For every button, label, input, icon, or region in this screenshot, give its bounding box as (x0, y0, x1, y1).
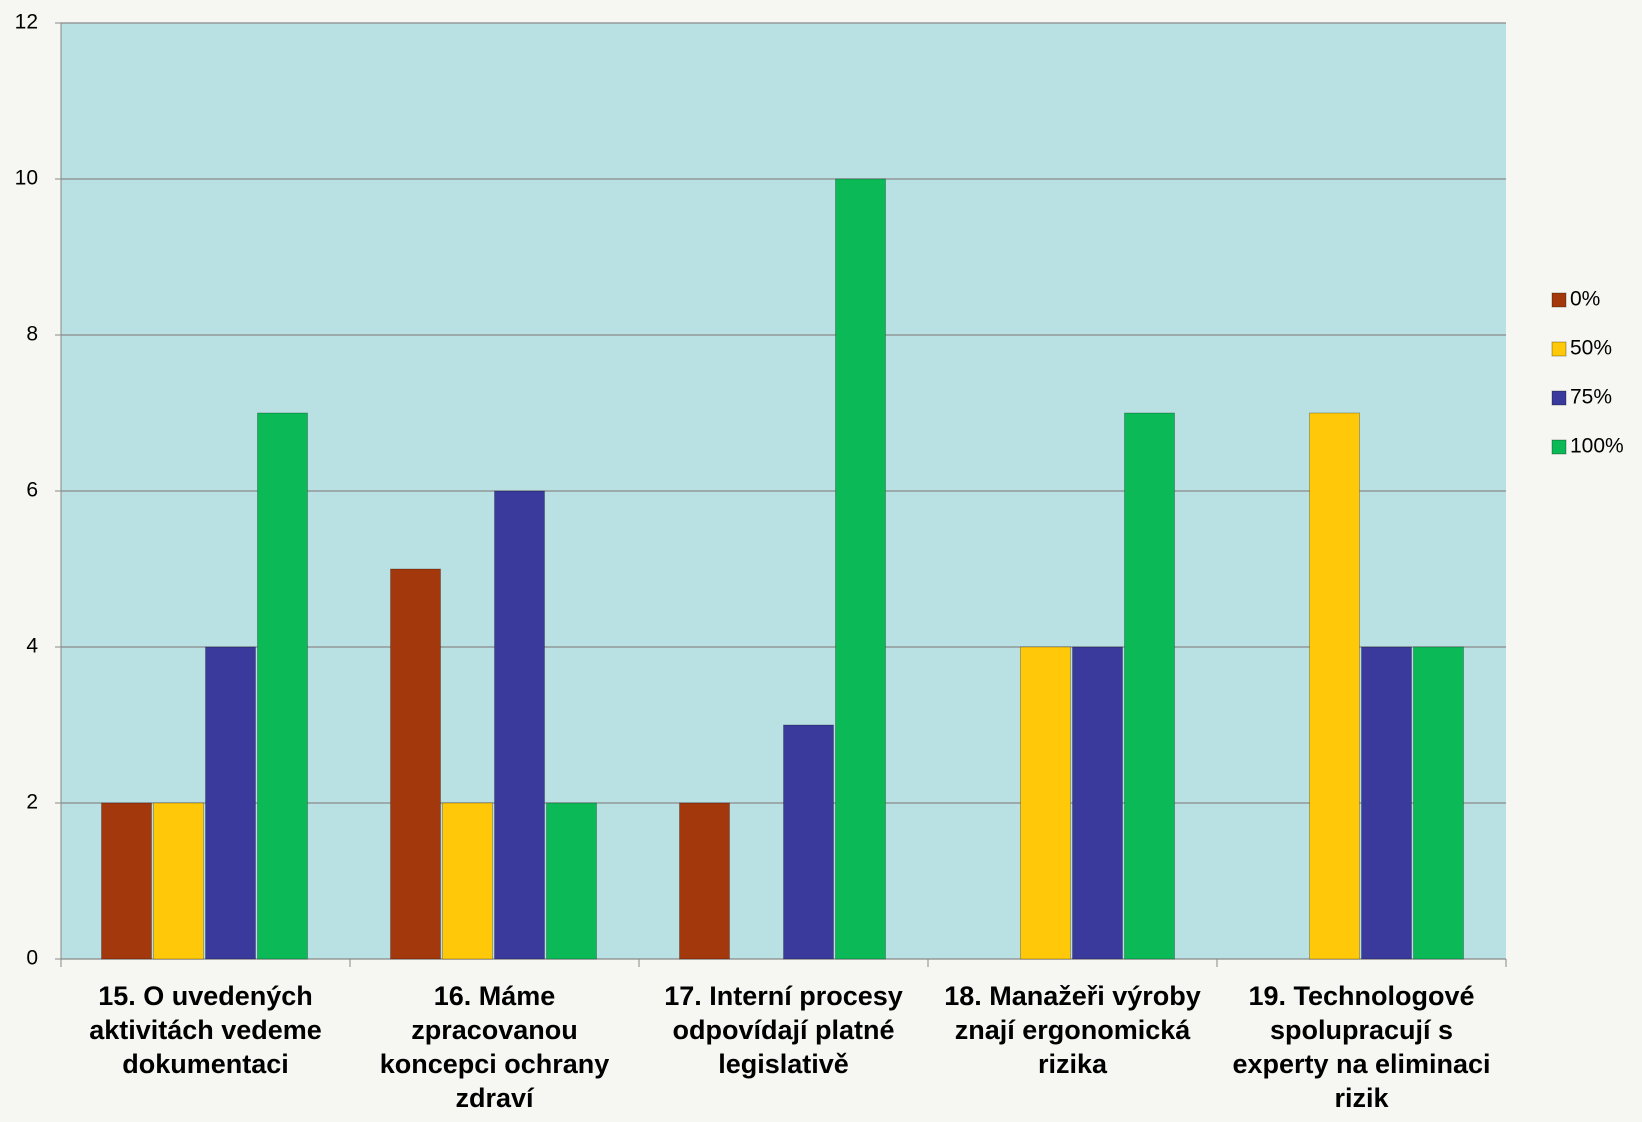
bar (205, 646, 256, 960)
bar (257, 412, 308, 960)
legend-swatch (1551, 439, 1567, 455)
y-tick-label: 12 (15, 11, 38, 34)
bar (835, 178, 886, 960)
bar (390, 568, 441, 960)
x-tick-label: 16. Máme zpracovanou koncepci ochrany zd… (379, 981, 610, 1113)
legend-label: 50% (1570, 337, 1612, 360)
legend-swatch (1551, 341, 1567, 357)
y-tick-label: 2 (26, 791, 38, 814)
bar (1413, 646, 1464, 960)
legend-label: 0% (1570, 288, 1600, 311)
y-tick-label: 8 (26, 323, 38, 346)
legend-swatch (1551, 390, 1567, 406)
x-tick-label: 19. Technologové spolupracují s experty … (1232, 981, 1491, 1113)
bar (546, 802, 597, 960)
y-tick-label: 0 (26, 947, 38, 970)
legend-label: 75% (1570, 386, 1612, 409)
y-tick-label: 10 (15, 167, 38, 190)
bar (442, 802, 493, 960)
y-tick-label: 6 (26, 479, 38, 502)
x-tick-label: 17. Interní procesy odpovídají platné le… (664, 981, 903, 1079)
bar (1072, 646, 1123, 960)
bar (101, 802, 152, 960)
bar (1361, 646, 1412, 960)
bar (679, 802, 730, 960)
bar (1020, 646, 1071, 960)
x-tick-label: 18. Manažeři výroby znají ergonomická ri… (944, 981, 1201, 1079)
bar (1124, 412, 1175, 960)
bar (153, 802, 204, 960)
legend-label: 100% (1570, 435, 1624, 458)
bar (494, 490, 545, 960)
x-tick-label: 15. O uvedených aktivitách vedeme dokume… (89, 981, 322, 1079)
bar (1309, 412, 1360, 960)
y-tick-label: 4 (26, 635, 38, 658)
legend-swatch (1551, 292, 1567, 308)
bar (783, 724, 834, 960)
